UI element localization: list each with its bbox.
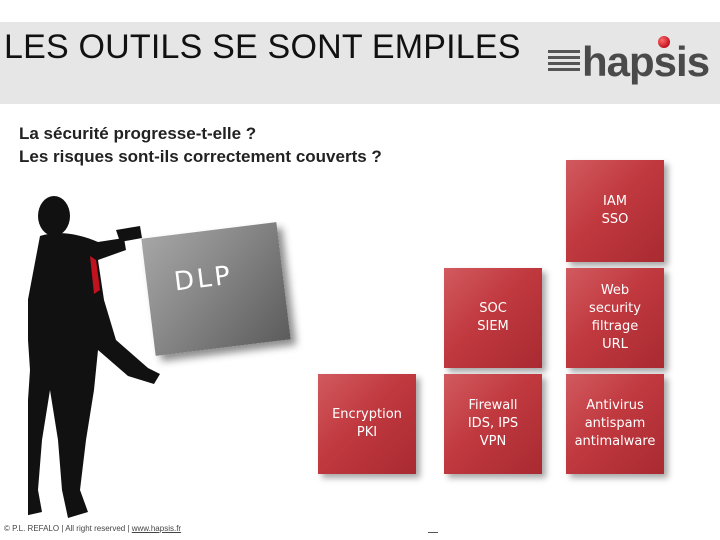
encryption-pki-label: Encryption PKI	[332, 407, 402, 440]
logo-text: hapsis	[582, 38, 710, 85]
soc-siem-label: SOC SIEM	[477, 301, 509, 334]
footer: © P.L. REFALO | All right reserved | www…	[4, 524, 181, 533]
subtitle-line-2: Les risques sont-ils correctement couver…	[19, 147, 382, 166]
page-title: LES OUTILS SE SONT EMPILES	[4, 28, 521, 66]
footer-text: © P.L. REFALO | All right reserved |	[4, 524, 132, 533]
footer-link[interactable]: www.hapsis.fr	[131, 524, 182, 533]
antivirus-box: Antivirus antispam antimalware	[566, 374, 664, 474]
firewall-label: Firewall IDS, IPS VPN	[467, 398, 519, 449]
web-security-label: Web security filtrage URL	[589, 283, 641, 352]
firewall-box: Firewall IDS, IPS VPN	[444, 374, 542, 474]
page-tick-divider	[428, 532, 438, 533]
web-security-box: Web security filtrage URL	[566, 268, 664, 368]
iam-sso-box: IAM SSO	[566, 160, 664, 262]
hapsis-logo: hapsis	[548, 36, 710, 90]
logo-dot-icon	[658, 36, 670, 48]
logo-lines-icon	[548, 50, 580, 74]
antivirus-label: Antivirus antispam antimalware	[574, 398, 656, 449]
soc-siem-box: SOC SIEM	[444, 268, 542, 368]
iam-sso-label: IAM SSO	[601, 194, 629, 227]
header-bar	[0, 22, 720, 104]
subtitle-line-1: La sécurité progresse-t-elle ?	[19, 124, 257, 143]
subtitle: La sécurité progresse-t-elle ? Les risqu…	[19, 122, 382, 168]
businessman-silhouette-icon	[28, 196, 160, 518]
encryption-pki-box: Encryption PKI	[318, 374, 416, 474]
